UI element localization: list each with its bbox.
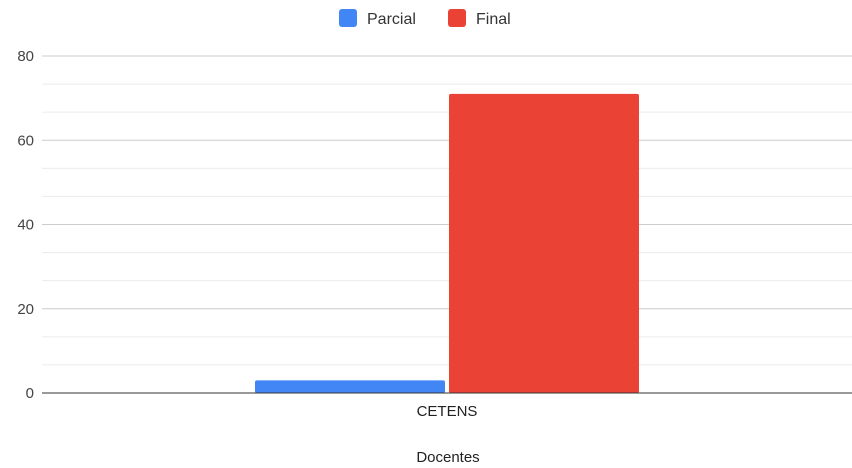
y-tick-label: 0 xyxy=(26,385,34,402)
y-tick-label: 60 xyxy=(17,132,34,149)
gridlines xyxy=(42,55,852,366)
legend-label: Parcial xyxy=(367,11,416,28)
legend-item-final[interactable]: Final xyxy=(448,9,511,28)
legend-label: Final xyxy=(476,11,511,28)
bar-parcial-cetens xyxy=(255,380,445,393)
bars xyxy=(255,93,639,393)
legend-swatch xyxy=(339,9,357,27)
y-tick-label: 40 xyxy=(17,217,34,234)
y-tick-label: 20 xyxy=(17,301,34,318)
legend-swatch xyxy=(448,9,466,27)
x-axis: CETENS xyxy=(417,403,478,420)
legend-item-parcial[interactable]: Parcial xyxy=(339,9,416,28)
legend: Parcial Final xyxy=(339,9,511,28)
y-tick-label: 80 xyxy=(17,48,34,65)
x-tick-label: CETENS xyxy=(417,403,478,420)
y-axis: 0 20 40 60 80 xyxy=(17,48,34,402)
x-axis-title: Docentes xyxy=(416,449,479,463)
bar-final-cetens xyxy=(449,93,639,393)
